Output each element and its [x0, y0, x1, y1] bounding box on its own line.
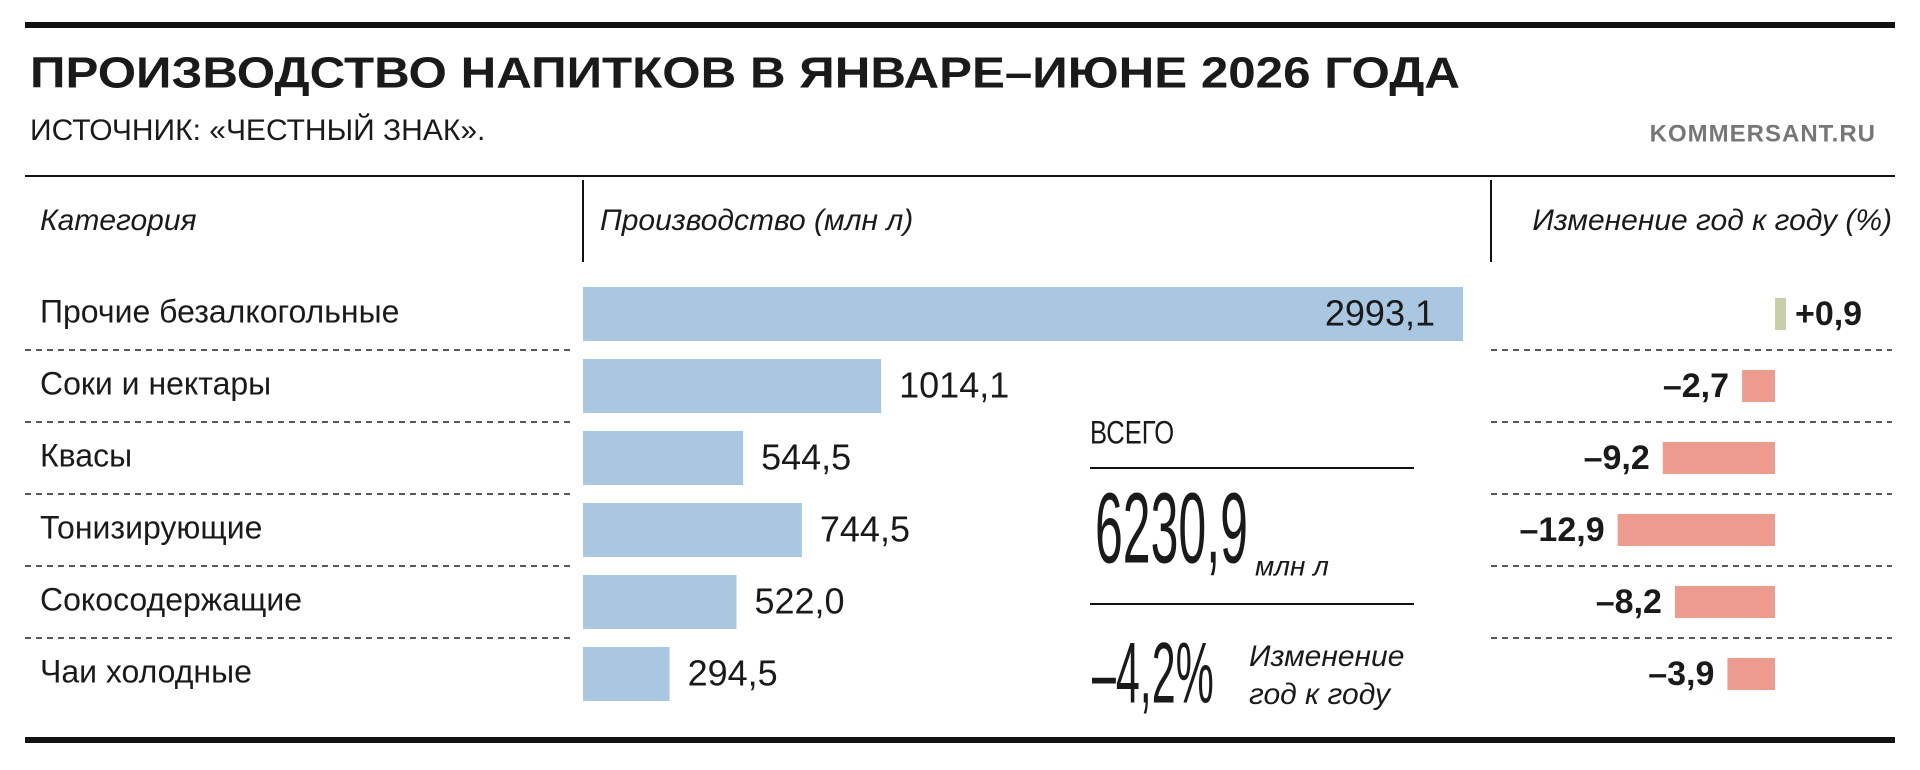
column-header: Производство (млн л) — [600, 204, 913, 237]
bar — [583, 287, 1463, 341]
category-label: Сокосодержащие — [40, 581, 302, 617]
category-label: Соки и нектары — [40, 365, 271, 401]
change-label: –2,7 — [1663, 367, 1729, 405]
bar — [583, 503, 802, 557]
change-label: –3,9 — [1648, 655, 1714, 693]
total-label: ВСЕГО — [1090, 416, 1174, 451]
category-label: Тонизирующие — [40, 509, 262, 545]
subtitle: ИСТОЧНИК: «ЧЕСТНЫЙ ЗНАК». — [30, 113, 485, 147]
change-label: +0,9 — [1795, 295, 1862, 333]
change-label: –12,9 — [1520, 511, 1605, 549]
bar — [583, 431, 744, 485]
total-unit: млн л — [1255, 550, 1329, 581]
value-label: 294,5 — [688, 653, 778, 694]
category-label: Чаи холодные — [40, 653, 252, 689]
value-label: 522,0 — [754, 581, 844, 622]
value-label: 1014,1 — [899, 365, 1009, 406]
total-change: –4,2% — [1092, 626, 1214, 722]
bottom-rule — [25, 737, 1895, 743]
change-label: –8,2 — [1596, 583, 1662, 621]
category-label: Квасы — [40, 437, 132, 473]
change-bar — [1775, 298, 1786, 330]
bar — [583, 359, 882, 413]
credit: KOMMERSANT.RU — [1650, 120, 1876, 147]
bar — [583, 647, 670, 701]
change-bar — [1727, 658, 1775, 690]
value-label: 544,5 — [761, 437, 851, 478]
change-bar — [1617, 514, 1775, 546]
change-bar — [1662, 442, 1775, 474]
top-rule — [25, 22, 1895, 28]
value-label: 744,5 — [820, 509, 910, 550]
change-bar — [1674, 586, 1775, 618]
chart-title: ПРОИЗВОДСТВО НАПИТКОВ В ЯНВАРЕ–ИЮНЕ 2026… — [30, 49, 1460, 98]
category-label: Прочие безалкогольные — [40, 293, 399, 329]
change-label: –9,2 — [1584, 439, 1650, 477]
total-change-caption: год к году — [1249, 678, 1392, 711]
value-label: 2993,1 — [1325, 293, 1435, 334]
total-value: 6230,9 — [1095, 471, 1248, 584]
total-change-caption: Изменение — [1249, 640, 1404, 673]
column-header: Изменение год к году (%) — [1532, 204, 1892, 237]
column-header: Категория — [40, 204, 197, 237]
change-bar — [1742, 370, 1775, 402]
bar — [583, 575, 737, 629]
